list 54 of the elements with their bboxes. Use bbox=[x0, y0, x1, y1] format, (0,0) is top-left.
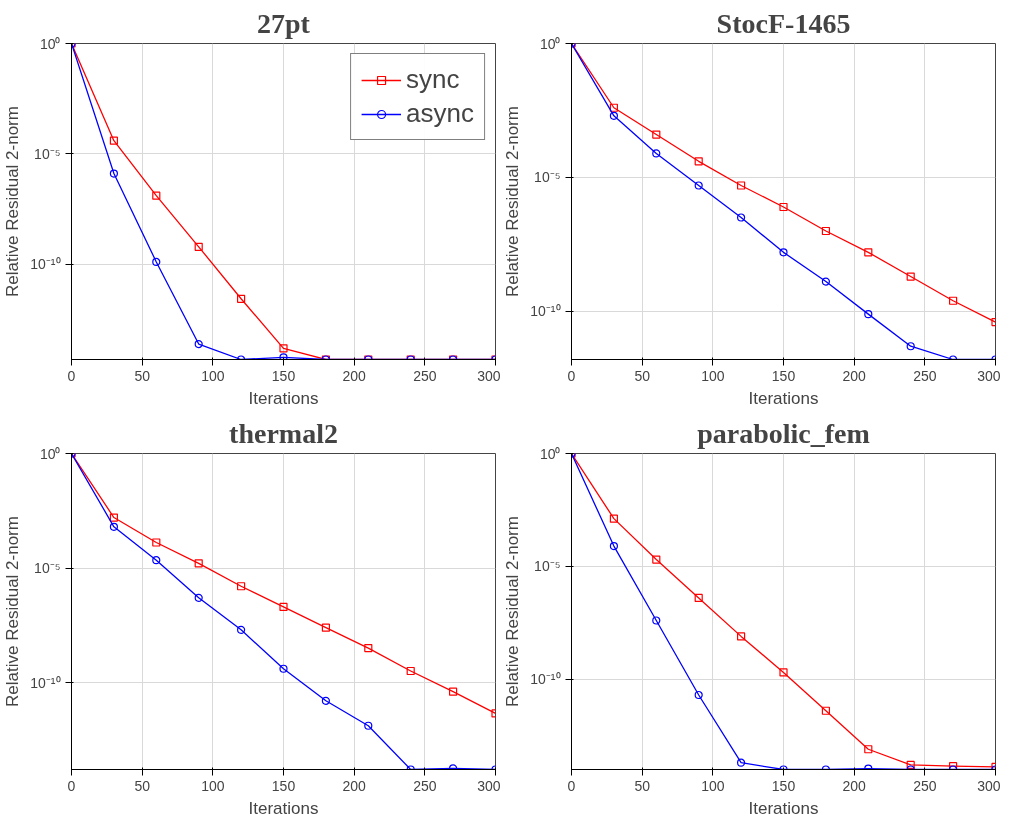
x-tick-label: 200 bbox=[842, 777, 867, 794]
legend-label: sync bbox=[406, 64, 460, 95]
x-tick-label: 150 bbox=[771, 367, 796, 384]
chart-title: thermal2 bbox=[229, 417, 338, 449]
legend-label: async bbox=[406, 98, 474, 129]
x-tick-label: 100 bbox=[201, 777, 225, 794]
y-tick-label: 10⁻¹⁰ bbox=[530, 303, 561, 320]
y-tick-label: 10⁻⁵ bbox=[534, 558, 561, 575]
x-tick-label: 300 bbox=[477, 777, 501, 794]
x-tick-label: 250 bbox=[913, 777, 937, 794]
x-tick-label: 200 bbox=[342, 367, 367, 384]
chart-title: StocF-1465 bbox=[716, 7, 851, 39]
x-tick-label: 0 bbox=[67, 777, 76, 794]
y-tick-label: 10⁰ bbox=[539, 445, 561, 462]
x-tick-label: 0 bbox=[567, 367, 576, 384]
y-axis-title: Relative Residual 2-norm bbox=[3, 516, 23, 707]
x-axis-title: Iterations bbox=[748, 388, 819, 408]
y-axis-title: Relative Residual 2-norm bbox=[503, 106, 523, 297]
y-tick-label: 10⁻⁵ bbox=[34, 560, 61, 577]
x-tick-label: 200 bbox=[342, 777, 367, 794]
x-tick-label: 50 bbox=[634, 777, 651, 794]
x-tick-label: 100 bbox=[701, 777, 725, 794]
x-tick-label: 250 bbox=[413, 777, 437, 794]
x-tick-label: 0 bbox=[567, 777, 576, 794]
x-tick-label: 50 bbox=[134, 367, 151, 384]
x-tick-label: 50 bbox=[134, 777, 151, 794]
x-tick-label: 200 bbox=[842, 367, 867, 384]
y-tick-label: 10⁻⁵ bbox=[34, 145, 61, 162]
y-tick-label: 10⁰ bbox=[39, 445, 61, 462]
x-axis-title: Iterations bbox=[248, 798, 319, 818]
x-tick-label: 100 bbox=[701, 367, 725, 384]
y-axis-title: Relative Residual 2-norm bbox=[3, 106, 23, 297]
y-tick-label: 10⁻¹⁰ bbox=[30, 256, 61, 273]
chart-title: parabolic_fem bbox=[697, 417, 870, 449]
x-tick-label: 0 bbox=[67, 367, 76, 384]
y-tick-label: 10⁰ bbox=[39, 35, 61, 52]
y-tick-label: 10⁻¹⁰ bbox=[530, 671, 561, 688]
x-tick-label: 50 bbox=[634, 367, 651, 384]
x-tick-label: 150 bbox=[271, 777, 296, 794]
y-tick-label: 10⁰ bbox=[539, 35, 561, 52]
chart-title: 27pt bbox=[257, 7, 311, 39]
x-axis-title: Iterations bbox=[748, 798, 819, 818]
x-tick-label: 150 bbox=[771, 777, 796, 794]
x-tick-label: 100 bbox=[201, 367, 225, 384]
x-tick-label: 300 bbox=[977, 777, 1001, 794]
x-tick-label: 150 bbox=[271, 367, 296, 384]
x-tick-label: 300 bbox=[977, 367, 1001, 384]
y-axis-title: Relative Residual 2-norm bbox=[503, 516, 523, 707]
y-tick-label: 10⁻⁵ bbox=[534, 169, 561, 186]
x-axis-title: Iterations bbox=[248, 388, 319, 408]
x-tick-label: 250 bbox=[913, 367, 937, 384]
x-tick-label: 250 bbox=[413, 367, 437, 384]
y-tick-label: 10⁻¹⁰ bbox=[30, 674, 61, 691]
x-tick-label: 300 bbox=[477, 367, 501, 384]
